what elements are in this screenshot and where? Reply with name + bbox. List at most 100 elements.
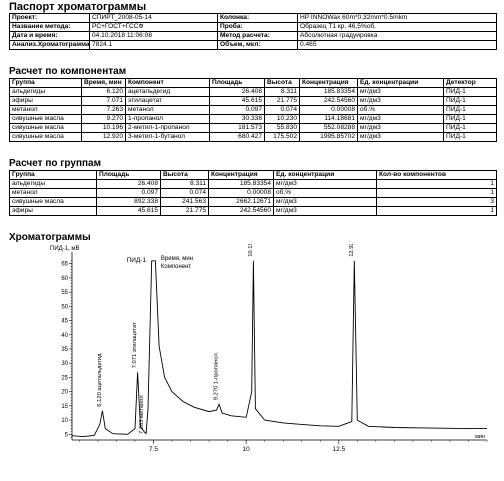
x-unit-label: мин xyxy=(475,434,485,440)
table-row: сивушные масла 892.338 241.563 2662.12671 мг… xyxy=(9,197,497,207)
groups-cell: 892.338 xyxy=(96,197,161,207)
components-cell: мг/дм3 xyxy=(357,123,444,133)
components-cell: эфиры xyxy=(9,96,82,106)
y-tick-label: 35 xyxy=(61,347,68,353)
components-cell: об.% xyxy=(357,105,444,115)
y-tick-label: 10 xyxy=(61,418,68,424)
passport-value: 04.10.2018 11:06:08 xyxy=(89,31,218,41)
components-cell: 242.54560 xyxy=(299,96,358,106)
groups-title: Расчет по группам xyxy=(9,158,101,169)
x-tick-label: 7.5 xyxy=(149,446,158,453)
components-cell: 0.074 xyxy=(264,105,300,115)
components-cell: мг/дм3 xyxy=(357,87,444,97)
table-row: альдегиды 6.120 ацетальдегид 26.408 8.311 185… xyxy=(9,87,497,97)
chromatogram-title: Хроматограммы xyxy=(9,232,91,243)
passport-body: Проект: СПИРТ_2008-05-14 Колонка: HP INNOWa… xyxy=(9,13,497,50)
y-tick-label: 45 xyxy=(61,319,68,325)
y-tick-label: 60 xyxy=(61,276,68,282)
components-cell: метанол xyxy=(9,105,82,115)
groups-header-cell: Кол-во компонентов xyxy=(376,170,497,180)
components-cell: 552.08288 xyxy=(299,123,358,133)
passport-label: Анализ.Хроматограмма: xyxy=(9,40,90,50)
table-row: сивушные масла 10.196 2-метил-1-пропанол 18… xyxy=(9,123,497,133)
components-cell: 7.071 xyxy=(81,96,126,106)
table-row: метанол 0.097 0.074 0.00008 об.% 1 xyxy=(9,188,497,198)
groups-cell: мг/дм3 xyxy=(273,197,377,207)
components-cell: альдегиды xyxy=(9,87,82,97)
groups-cell: 241.563 xyxy=(160,197,209,207)
components-cell: мг/дм3 xyxy=(357,96,444,106)
components-header-cell: Время, мин xyxy=(81,78,126,88)
components-cell: 181.573 xyxy=(209,123,265,133)
groups-cell: альдегиды xyxy=(9,179,97,189)
x-tick-label: 12.5 xyxy=(332,446,345,453)
table-row: эфиры 45.615 21.775 242.54560 мг/дм3 1 xyxy=(9,206,497,216)
groups-cell: 242.54560 xyxy=(208,206,274,216)
table-row: сивушные масла 9.270 1-пропанол 30.338 10.23… xyxy=(9,114,497,124)
peak-label: 12.920 3-метил-1-бутанол xyxy=(349,244,355,257)
components-header-cell: Детектор xyxy=(443,78,497,88)
components-body: альдегиды 6.120 ацетальдегид 26.408 8.311 185… xyxy=(9,87,497,142)
components-cell: ацетальдегид xyxy=(125,87,210,97)
components-cell: мг/дм3 xyxy=(357,132,444,142)
components-cell: 21.775 xyxy=(264,96,300,106)
groups-cell: об.% xyxy=(273,188,377,198)
y-tick-label: 25 xyxy=(61,375,68,381)
y-tick-label: 40 xyxy=(61,333,68,339)
components-cell: 8.311 xyxy=(264,87,300,97)
passport-value: СПИРТ_2008-05-14 xyxy=(89,13,218,23)
passport-value: РС+ГОСТ+ГССФ xyxy=(89,22,218,32)
passport-row: Проект: СПИРТ_2008-05-14 Колонка: HP INNOWa… xyxy=(9,13,497,23)
components-cell: 3-метил-1-бутанол xyxy=(125,132,210,142)
components-cell: ПИД-1 xyxy=(443,105,497,115)
groups-cell: 1 xyxy=(376,206,497,216)
groups-cell: 8.311 xyxy=(160,179,209,189)
passport-label: Объем, мкл: xyxy=(217,40,298,50)
components-cell: 0.097 xyxy=(209,105,265,115)
y-tick-label: 5 xyxy=(65,432,69,438)
components-cell: 175.502 xyxy=(264,132,300,142)
components-cell: 10.196 xyxy=(81,123,126,133)
legend-line-2: Компонент xyxy=(161,264,192,270)
trace-label: ПИД-1 xyxy=(127,257,147,264)
components-cell: метанол xyxy=(125,105,210,115)
passport-value: 7824.1 xyxy=(89,40,218,50)
groups-header-cell: Площадь xyxy=(96,170,161,180)
components-cell: 114.18681 xyxy=(299,114,358,124)
x-tick-label: 10 xyxy=(243,446,251,453)
groups-cell: 0.097 xyxy=(96,188,161,198)
components-cell: 2-метил-1-пропанол xyxy=(125,123,210,133)
y-tick-label: 55 xyxy=(61,290,68,296)
peak-label: 7.071 этилацетат xyxy=(132,322,138,368)
passport-title: Паспорт хроматограммы xyxy=(9,1,147,13)
components-cell: 1995.85702 xyxy=(299,132,358,142)
components-cell: 9.270 xyxy=(81,114,126,124)
groups-cell: 0.00008 xyxy=(208,188,274,198)
components-header-cell: Площадь xyxy=(209,78,265,88)
passport-value: Образец Т1 кр. 46,5%об. xyxy=(297,22,497,32)
peak-label: 10.196 2-метил-1-пропанол xyxy=(248,244,254,257)
components-table: Группа Время, мин Компонент Площадь Высота Ко… xyxy=(9,78,497,142)
passport-label: Проект: xyxy=(9,13,90,23)
components-cell: сивушные масла xyxy=(9,114,82,124)
passport-row: Анализ.Хроматограмма: 7824.1 Объем, мкл: 0.… xyxy=(9,40,497,50)
components-cell: 30.338 xyxy=(209,114,265,124)
groups-cell: 2662.12671 xyxy=(208,197,274,207)
components-header-cell: Концентрация xyxy=(299,78,358,88)
y-tick-label: 65 xyxy=(61,262,68,268)
y-tick-label: 30 xyxy=(61,361,68,367)
groups-cell: 45.615 xyxy=(96,206,161,216)
groups-cell: метанол xyxy=(9,188,97,198)
groups-cell: эфиры xyxy=(9,206,97,216)
components-cell: 10.230 xyxy=(264,114,300,124)
components-cell: этилацетат xyxy=(125,96,210,106)
peak-label: 9.270 1-пропанол xyxy=(214,353,220,400)
components-cell: 0.00008 xyxy=(299,105,358,115)
components-cell: 1-пропанол xyxy=(125,114,210,124)
groups-header-cell: Высота xyxy=(160,170,209,180)
chromatogram-chart: ПИД-1, мВ 65 60 55 50 45 40 35 30 25 20 15 10 5 7.5 10 1… xyxy=(50,183,488,453)
groups-cell: 3 xyxy=(376,197,497,207)
groups-cell: 1 xyxy=(376,179,497,189)
components-title: Расчет по компонентам xyxy=(9,66,127,77)
components-cell: 6.120 xyxy=(81,87,126,97)
